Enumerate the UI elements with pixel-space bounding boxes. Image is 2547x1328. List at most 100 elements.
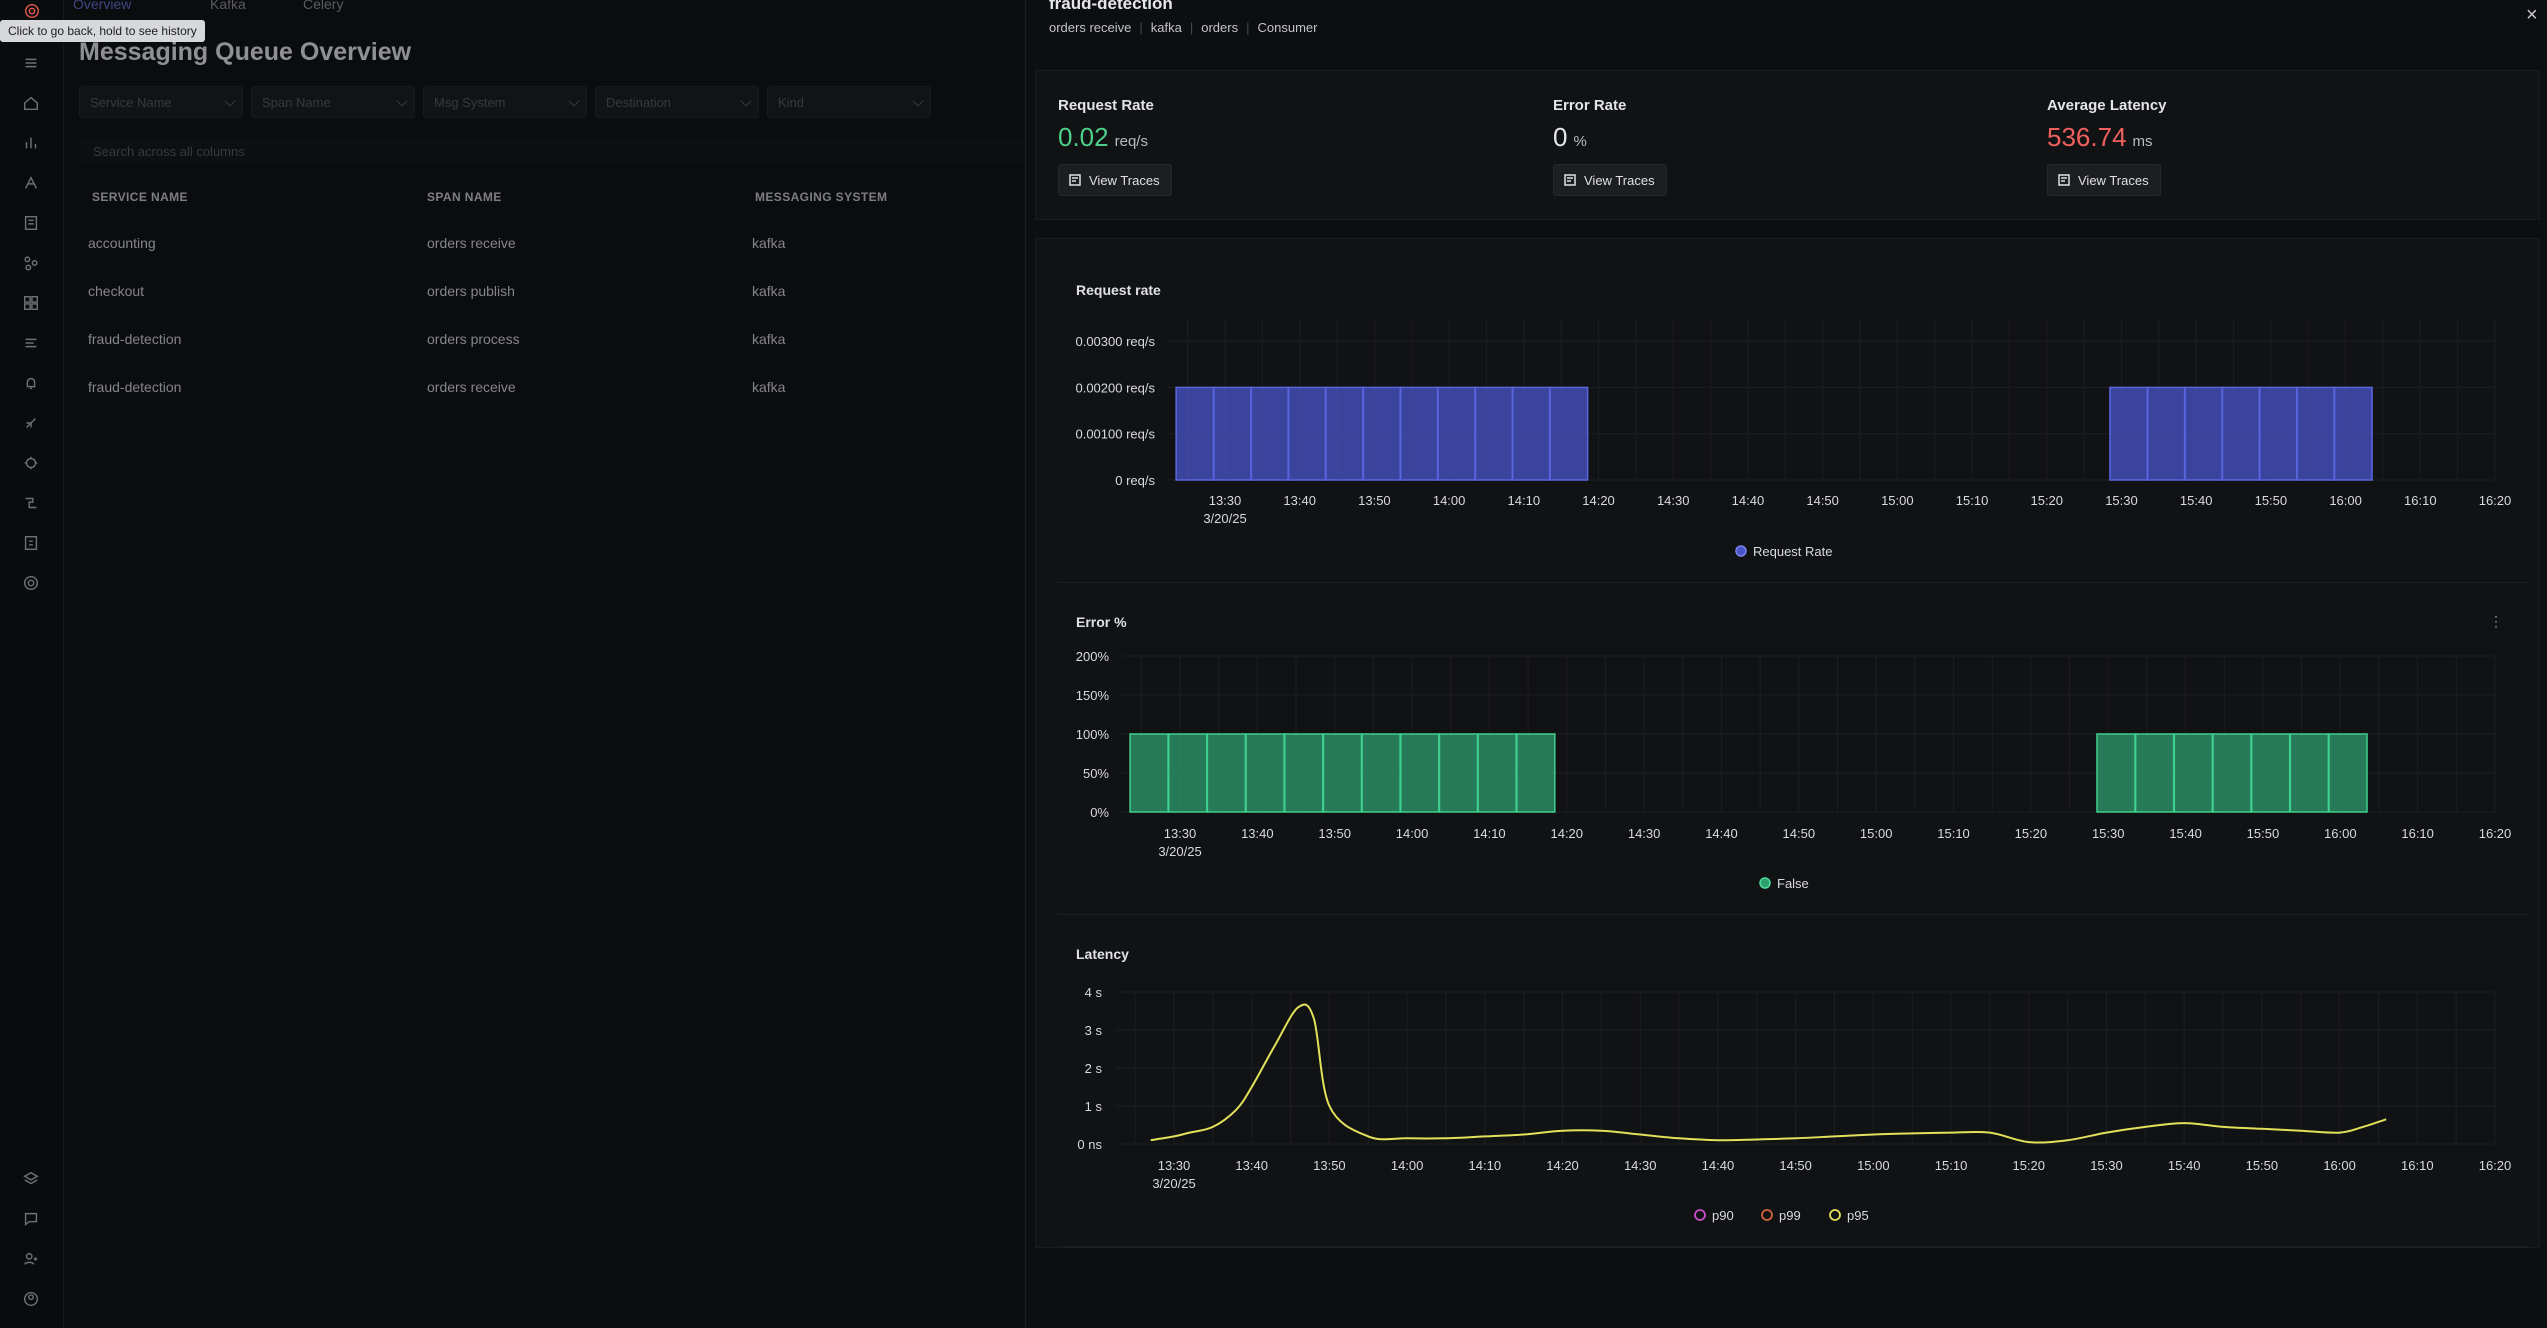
span-name-filter[interactable]: Span Name [251,86,415,118]
tab-kafka[interactable]: Kafka [210,0,246,12]
x-tick-label: 16:10 [2401,826,2434,841]
traces-icon [1564,174,1576,186]
dashboards-icon[interactable] [20,292,42,314]
table-row-system[interactable]: kafka [752,379,786,395]
legend-marker [1735,545,1747,557]
traces-icon[interactable] [20,252,42,274]
settings-icon[interactable] [20,572,42,594]
table-row-span[interactable]: orders publish [427,283,515,299]
bar [2183,386,2224,481]
bar-chart-icon[interactable] [20,132,42,154]
chat-icon[interactable] [20,1208,42,1230]
layers-icon[interactable] [20,1168,42,1190]
integrations-icon[interactable] [20,412,42,434]
x-tick-label: 15:50 [2246,1158,2279,1173]
x-tick-label: 13:30 [1164,826,1197,841]
msg-system-filter[interactable]: Msg System [423,86,587,118]
bar [1129,733,1169,813]
bar [2146,386,2187,481]
close-icon[interactable]: × [2526,4,2538,26]
table-row-service[interactable]: checkout [88,283,145,299]
y-tick-label: 3 s [1085,1023,1103,1038]
tab-celery[interactable]: Celery [303,0,344,12]
series-line [1150,1003,2387,1144]
x-tick-label: 13:30 [1209,493,1242,508]
bar [1477,733,1517,813]
bar [2109,386,2149,481]
table-row-span[interactable]: orders process [427,331,520,347]
bar [2258,386,2299,481]
error-rate-value: 0% [1553,122,1587,152]
table-row-system[interactable]: kafka [752,283,786,299]
view-traces-button[interactable]: View Traces [2047,164,2161,196]
legend-label: p90 [1712,1208,1734,1223]
search-input[interactable]: Search across all columns [79,138,1025,164]
table-row-span[interactable]: orders receive [427,235,516,251]
table-row-span[interactable]: orders receive [427,379,516,395]
column-messaging-system[interactable]: MESSAGING SYSTEM [755,190,888,204]
list-icon[interactable] [20,332,42,354]
legend-marker [1829,1209,1841,1221]
service-name-filter[interactable]: Service Name [79,86,243,118]
pipelines-icon[interactable] [20,492,42,514]
bar [1399,386,1439,481]
y-tick-label: 0.00200 req/s [1075,380,1155,395]
x-tick-label: 14:30 [1624,1158,1657,1173]
x-tick-label: 14:10 [1473,826,1506,841]
x-tick-label: 15:40 [2169,826,2202,841]
bar [1206,733,1247,813]
home-icon[interactable] [20,92,42,114]
y-tick-label: 0% [1090,805,1109,820]
logo-icon[interactable] [21,0,43,22]
x-tick-label: 16:00 [2323,1158,2356,1173]
tab-overview[interactable]: Overview [73,0,132,12]
table-row-system[interactable]: kafka [752,235,786,251]
average-latency-label: Average Latency [2047,97,2167,114]
table-row-service[interactable]: accounting [88,235,156,251]
sidebar-rail [0,0,64,1328]
average-latency-value: 536.74 ms [2047,122,2153,152]
bar [1322,733,1363,813]
column-service-name[interactable]: SERVICE NAME [92,190,188,204]
x-tick-label: 15:00 [1857,1158,1890,1173]
table-row-system[interactable]: kafka [752,331,786,347]
logs-icon[interactable] [20,212,42,234]
bar [1361,733,1401,813]
bar [1284,733,1324,813]
view-traces-button[interactable]: View Traces [1058,164,1172,196]
column-span-name[interactable]: SPAN NAME [427,190,502,204]
y-tick-label: 0.00100 req/s [1075,427,1155,442]
alerts-icon[interactable] [20,372,42,394]
billing-icon[interactable] [20,532,42,554]
divider [1058,1246,2528,1247]
page-title: Messaging Queue Overview [79,38,412,66]
more-options-icon[interactable]: ⋮ [2489,613,2503,629]
y-tick-label: 1 s [1085,1099,1103,1114]
exceptions-icon[interactable] [20,452,42,474]
bar [1175,386,1215,481]
destination-filter[interactable]: Destination [595,86,759,118]
x-tick-label: 16:00 [2329,493,2362,508]
x-tick-label: 14:20 [1582,493,1615,508]
x-tick-label: 15:40 [2180,493,2213,508]
legend-marker [1694,1209,1706,1221]
back-tooltip: Click to go back, hold to see history [0,20,205,42]
bar [2328,733,2368,813]
bar [1250,386,1290,481]
account-icon[interactable] [20,1288,42,1310]
divider [1058,582,2528,583]
bar [1438,733,1479,813]
services-icon[interactable] [20,172,42,194]
bar [1400,733,1440,813]
messaging-queue-icon[interactable] [20,52,42,74]
table-row-service[interactable]: fraud-detection [88,331,182,347]
bar [1212,386,1253,481]
x-tick-label: 13:50 [1313,1158,1346,1173]
bar [2333,386,2373,481]
view-traces-button[interactable]: View Traces [1553,164,1667,196]
x-tick-label: 13:40 [1235,1158,1268,1173]
table-row-service[interactable]: fraud-detection [88,379,182,395]
x-tick-label: 15:50 [2247,826,2280,841]
invite-user-icon[interactable] [20,1248,42,1270]
kind-filter[interactable]: Kind [767,86,931,118]
